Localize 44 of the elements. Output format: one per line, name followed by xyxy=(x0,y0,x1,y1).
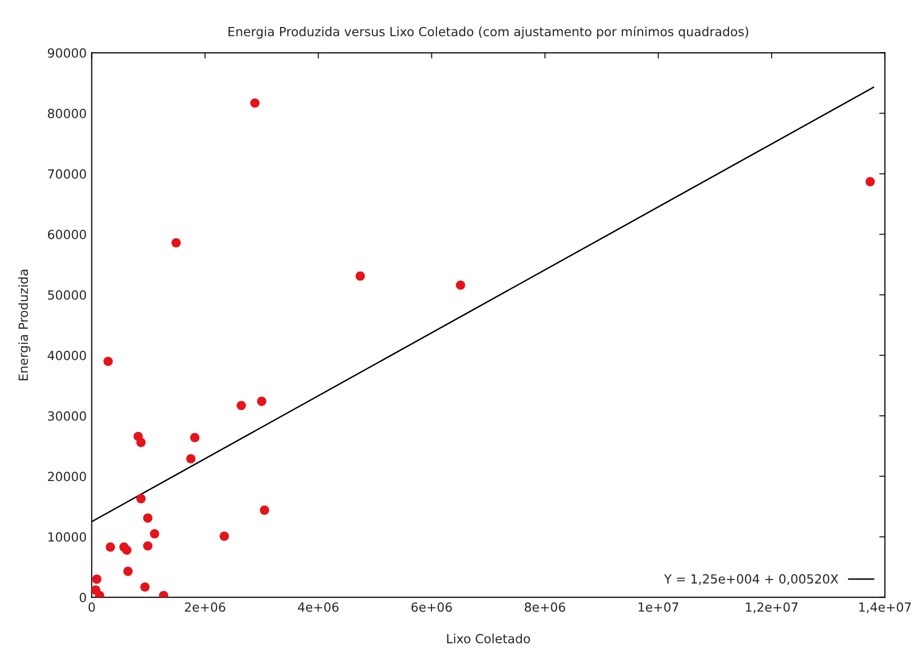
point xyxy=(92,574,102,584)
point xyxy=(143,513,152,523)
y-tick-label: 20000 xyxy=(48,472,86,482)
point xyxy=(866,177,875,186)
point xyxy=(257,396,266,406)
x-tick-label: 1,4e+07 xyxy=(859,602,911,614)
point xyxy=(220,532,229,541)
x-tick-label: 4e+06 xyxy=(298,602,339,612)
y-axis-title: Energia Produzida xyxy=(18,270,30,380)
x-tick-label: 6e+06 xyxy=(412,602,452,612)
point xyxy=(190,432,200,442)
y-tick-label: 0 xyxy=(80,592,86,602)
point xyxy=(106,542,116,552)
point xyxy=(136,494,146,504)
x-tick-label: 1e+07 xyxy=(638,602,678,612)
x-axis-title: Lixo Coletado xyxy=(447,634,530,644)
x-tick-label: 2e+06 xyxy=(184,602,226,612)
point xyxy=(171,238,181,248)
y-tick-label: 30000 xyxy=(48,411,86,421)
x-tick-label: 8e+06 xyxy=(524,602,566,612)
x-tick-label: 0 xyxy=(88,602,95,612)
y-tick-label: 40000 xyxy=(48,350,86,360)
x-tick-label: 1,2e+07 xyxy=(746,602,798,614)
chart-title: Energia Produzida versus Lixo Coletado (com ajustamento por mínimos quadrados) xyxy=(228,26,748,39)
point xyxy=(123,566,133,576)
point xyxy=(356,271,365,281)
y-tick-label: 60000 xyxy=(48,230,86,240)
point xyxy=(150,529,160,538)
legend-label: Y = 1,25e+004 + 0,00520X xyxy=(664,574,838,585)
y-tick-label: 50000 xyxy=(48,290,86,300)
point xyxy=(143,541,152,551)
point xyxy=(103,356,113,366)
point xyxy=(456,280,466,290)
point xyxy=(260,506,270,515)
point xyxy=(186,454,196,464)
point xyxy=(122,545,132,555)
point xyxy=(250,98,260,108)
y-tick-label: 80000 xyxy=(48,108,86,118)
y-tick-label: 90000 xyxy=(48,48,86,58)
y-tick-label: 10000 xyxy=(48,532,86,542)
point xyxy=(140,582,150,592)
point xyxy=(136,438,146,448)
point xyxy=(236,400,246,410)
y-tick-label: 70000 xyxy=(48,169,86,179)
